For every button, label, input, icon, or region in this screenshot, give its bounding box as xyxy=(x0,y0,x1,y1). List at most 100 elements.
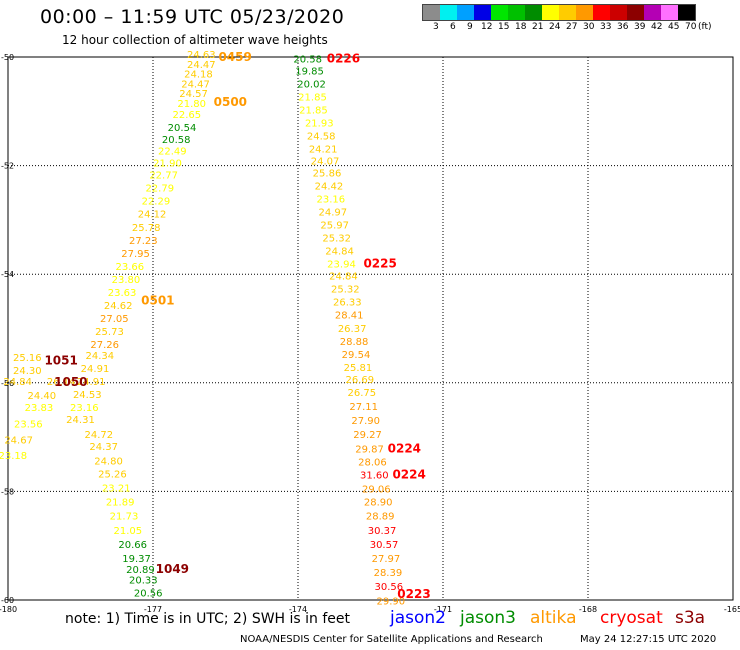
wave-height-label: 24.18 xyxy=(184,70,213,81)
wave-height-label: 21.73 xyxy=(110,512,139,523)
wave-height-label: 25.81 xyxy=(344,363,373,374)
wave-height-label: 24.67 xyxy=(4,436,33,447)
wave-height-label: 24.62 xyxy=(104,301,133,312)
legend-swatch xyxy=(491,5,508,20)
wave-height-label: 24.37 xyxy=(89,442,118,453)
wave-height-label: 22.77 xyxy=(149,171,178,182)
page-title: 00:00 – 11:59 UTC 05/23/2020 xyxy=(40,6,345,28)
wave-height-label: 27.90 xyxy=(351,416,380,427)
y-tick-label: -52 xyxy=(1,162,14,171)
wave-height-label: 21.90 xyxy=(153,159,182,170)
wave-height-label: 27.95 xyxy=(121,249,150,260)
legend-label: 21 xyxy=(532,22,544,32)
legend-label: 27 xyxy=(566,22,578,32)
legend-label: 9 xyxy=(467,22,473,32)
wave-height-label: 23.16 xyxy=(70,403,99,414)
wave-height-label: 24.30 xyxy=(13,366,42,377)
legend-label: 33 xyxy=(600,22,612,32)
wave-height-label: 23.66 xyxy=(115,262,144,273)
pass-time-label: 0224 xyxy=(392,467,425,481)
legend-label: (ft) xyxy=(698,22,712,32)
legend-swatch xyxy=(440,5,457,20)
wave-height-label: 20.02 xyxy=(297,79,326,90)
pass-time-label: 0223 xyxy=(397,587,430,601)
y-tick-label: -50 xyxy=(1,53,14,62)
legend-label: 6 xyxy=(450,22,456,32)
wave-height-label: 25.97 xyxy=(320,221,349,232)
wave-height-label: 25.78 xyxy=(132,223,161,234)
legend-label: 39 xyxy=(634,22,646,32)
wave-height-label: 19.37 xyxy=(122,554,151,565)
wave-height-label: 27.97 xyxy=(372,554,401,565)
pass-time-label: 1051 xyxy=(44,353,77,367)
wave-height-label: 25.32 xyxy=(331,285,360,296)
wave-height-label: 28.39 xyxy=(374,568,403,579)
wave-height-label: 25.16 xyxy=(13,353,42,364)
wave-height-label: 23.94 xyxy=(327,260,356,271)
legend-swatch xyxy=(525,5,542,20)
footer-note: note: 1) Time is in UTC; 2) SWH is in fe… xyxy=(65,611,351,627)
wave-height-label: 20.33 xyxy=(129,576,158,587)
wave-height-label: 24.84 xyxy=(325,247,354,258)
legend-swatch xyxy=(457,5,474,20)
wave-height-label: 29.54 xyxy=(342,350,371,361)
wave-height-label: 20.56 xyxy=(134,589,163,600)
wave-height-label: 20.66 xyxy=(118,540,147,551)
pass-time-label: 1050 xyxy=(54,375,87,389)
wave-height-label: 27.11 xyxy=(349,402,378,413)
wave-height-label: 21.80 xyxy=(177,99,206,110)
legend-label: 36 xyxy=(617,22,629,32)
wave-height-label: 22.49 xyxy=(158,147,187,158)
wave-height-label: 24.34 xyxy=(86,351,115,362)
wave-height-label: 23.80 xyxy=(112,275,141,286)
wave-height-label: 25.32 xyxy=(322,234,351,245)
wave-height-label: 22.29 xyxy=(142,197,171,208)
wave-height-label: 24.47 xyxy=(187,60,216,71)
wave-height-label: 24.53 xyxy=(73,390,102,401)
x-tick-label: -177 xyxy=(144,605,162,614)
wave-height-label: 27.26 xyxy=(90,340,119,351)
x-tick-label: -180 xyxy=(0,605,17,614)
y-tick-label: -56 xyxy=(1,379,14,388)
wave-height-label: 24.80 xyxy=(94,456,123,467)
wave-height-label: 30.56 xyxy=(375,582,404,593)
wave-height-label: 24.57 xyxy=(179,89,208,100)
wave-height-label: 21.89 xyxy=(106,498,135,509)
wave-height-label: 22.79 xyxy=(145,184,174,195)
wave-height-label: 24.21 xyxy=(309,145,338,156)
wave-height-label: 24.72 xyxy=(85,430,114,441)
pass-time-label: 0226 xyxy=(327,51,360,65)
wave-height-label: 24.91 xyxy=(81,364,110,375)
wave-height-label: 29.27 xyxy=(353,430,382,441)
wave-height-label: 30.57 xyxy=(370,540,399,551)
x-tick-label: -165 xyxy=(724,605,740,614)
x-tick-label: -168 xyxy=(579,605,597,614)
wave-height-label: 30.37 xyxy=(368,526,397,537)
legend-label: 42 xyxy=(651,22,663,32)
wave-height-label: 24.42 xyxy=(315,181,344,192)
wave-height-label: 24.97 xyxy=(318,208,347,219)
x-tick-label: -174 xyxy=(289,605,307,614)
wave-height-label: 24.40 xyxy=(28,391,57,402)
legend-label: 12 xyxy=(481,22,493,32)
wave-height-label: 24.84 xyxy=(329,272,358,283)
credit-line: NOAA/NESDIS Center for Satellite Applica… xyxy=(240,634,543,645)
satellite-jason2-label: jason2 xyxy=(390,608,446,628)
wave-height-label: 28.89 xyxy=(366,512,395,523)
wave-height-label: 24.84 xyxy=(3,377,32,388)
wave-height-label: 28.41 xyxy=(335,311,364,322)
y-tick-label: -54 xyxy=(1,270,14,279)
plot-frame xyxy=(7,56,734,601)
legend-swatch xyxy=(423,5,440,20)
wave-height-label: 21.93 xyxy=(305,119,334,130)
legend-swatch xyxy=(627,5,644,20)
wave-height-label: 24.63 xyxy=(187,50,216,61)
wave-height-label: 20.89 xyxy=(126,565,155,576)
legend-label: 3 xyxy=(433,22,439,32)
wave-height-label: 25.26 xyxy=(98,469,127,480)
wave-height-label: 23.16 xyxy=(317,195,346,206)
legend-swatch xyxy=(678,5,695,20)
legend-swatch xyxy=(644,5,661,20)
legend-labels: 3 6 9 12 15 18 21 24 27 30 33 36 39 42 45 70 (ft) xyxy=(422,22,740,36)
